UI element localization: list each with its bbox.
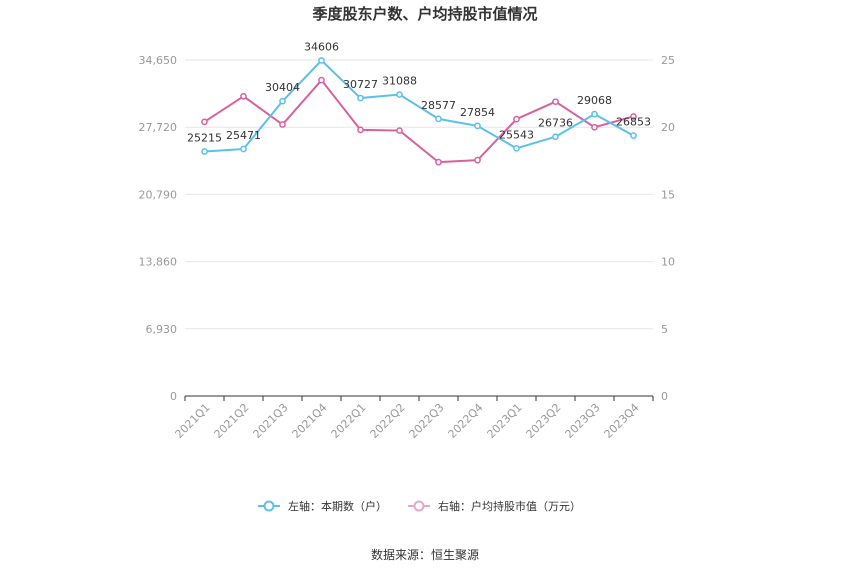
series [201, 57, 637, 166]
data-label: 30404 [265, 81, 300, 94]
series-point-right[interactable] [357, 126, 364, 134]
data-label: 30727 [343, 78, 378, 91]
right-axis-tick: 20 [661, 121, 675, 134]
legend-item-right[interactable]: 右轴：户均持股市值（万元） [408, 499, 581, 513]
series-point-left[interactable] [240, 145, 247, 153]
left-axis-tick: 13,860 [139, 256, 178, 269]
x-axis-tick-label: 2021Q1 [173, 401, 213, 441]
grid [185, 59, 653, 330]
x-axis-tick-label: 2023Q2 [524, 401, 564, 441]
series-point-right[interactable] [474, 156, 481, 164]
series-point-right[interactable] [240, 92, 247, 100]
left-axis-tick: 20,790 [139, 188, 178, 201]
data-label: 25215 [187, 131, 222, 144]
series-point-left[interactable] [318, 57, 325, 64]
right-axis-tick: 15 [661, 188, 675, 201]
x-axis-tick-label: 2021Q2 [212, 401, 252, 441]
series-point-left[interactable] [279, 97, 286, 105]
series-point-right[interactable] [435, 158, 442, 166]
left-axis-tick: 0 [170, 390, 177, 403]
right-axis-tick: 0 [661, 390, 668, 403]
x-axis-tick-label: 2021Q4 [290, 401, 330, 441]
data-label: 26736 [538, 117, 573, 130]
series-point-left[interactable] [396, 91, 403, 98]
series-line-left [204, 59, 634, 153]
x-axis-tick-label: 2022Q1 [329, 401, 369, 441]
legend-item-left[interactable]: 左轴：本期数（户） [258, 499, 387, 513]
data-label: 34606 [304, 40, 339, 53]
x-axis-tick-label: 2021Q3 [251, 401, 291, 441]
series-point-right[interactable] [513, 115, 520, 123]
legend-marker-right [413, 500, 425, 512]
chart-title: 季度股东户数、户均持股市值情况 [312, 5, 537, 23]
series-point-right[interactable] [201, 118, 208, 126]
data-label: 25471 [226, 129, 261, 142]
legend-marker-left [263, 500, 275, 512]
x-axis-tick-label: 2022Q4 [446, 401, 486, 441]
series-point-right[interactable] [630, 113, 637, 120]
left-axis-tick: 27,720 [139, 121, 178, 134]
series-point-right[interactable] [552, 98, 559, 106]
data-label: 28577 [421, 99, 456, 112]
data-labels: 25215 25471 30404 34606 30727 31088 28577 27854… [187, 40, 651, 144]
left-axis-tick: 6,930 [146, 323, 178, 336]
x-axis-tick-label: 2022Q3 [407, 401, 447, 441]
data-source: 数据来源：恒生聚源 [371, 547, 479, 562]
series-point-left[interactable] [552, 133, 559, 141]
series-point-left[interactable] [591, 110, 598, 118]
x-axis-tick-label: 2023Q4 [602, 401, 642, 441]
data-label: 29068 [577, 94, 612, 107]
data-label: 25543 [499, 128, 534, 141]
left-axis-tick: 34,650 [139, 54, 178, 67]
series-point-right[interactable] [318, 76, 325, 84]
x-axis-tick-label: 2023Q3 [563, 401, 603, 441]
series-line-right [203, 78, 634, 164]
series-point-left[interactable] [474, 122, 481, 130]
legend[interactable]: 左轴：本期数（户） 右轴：户均持股市值（万元） [258, 499, 581, 513]
series-point-right[interactable] [396, 127, 403, 134]
data-label: 31088 [382, 75, 417, 88]
series-point-left[interactable] [630, 132, 637, 139]
x-axis-tick-label: 2023Q1 [485, 401, 525, 441]
legend-label-left: 左轴：本期数（户） [288, 499, 387, 513]
series-point-left[interactable] [513, 144, 520, 152]
series-point-left[interactable] [201, 148, 208, 155]
right-axis-tick: 25 [661, 54, 675, 67]
data-label: 27854 [460, 106, 495, 119]
series-point-left[interactable] [435, 115, 442, 123]
legend-label-right: 右轴：户均持股市值（万元） [438, 499, 581, 513]
right-axis-tick: 5 [661, 323, 668, 336]
series-point-right[interactable] [279, 121, 286, 128]
series-point-right[interactable] [591, 123, 598, 131]
right-axis-tick: 10 [661, 256, 675, 269]
x-axis-tick-label: 2022Q2 [368, 401, 408, 441]
series-point-left[interactable] [357, 94, 364, 102]
data-label: 26853 [616, 116, 651, 129]
